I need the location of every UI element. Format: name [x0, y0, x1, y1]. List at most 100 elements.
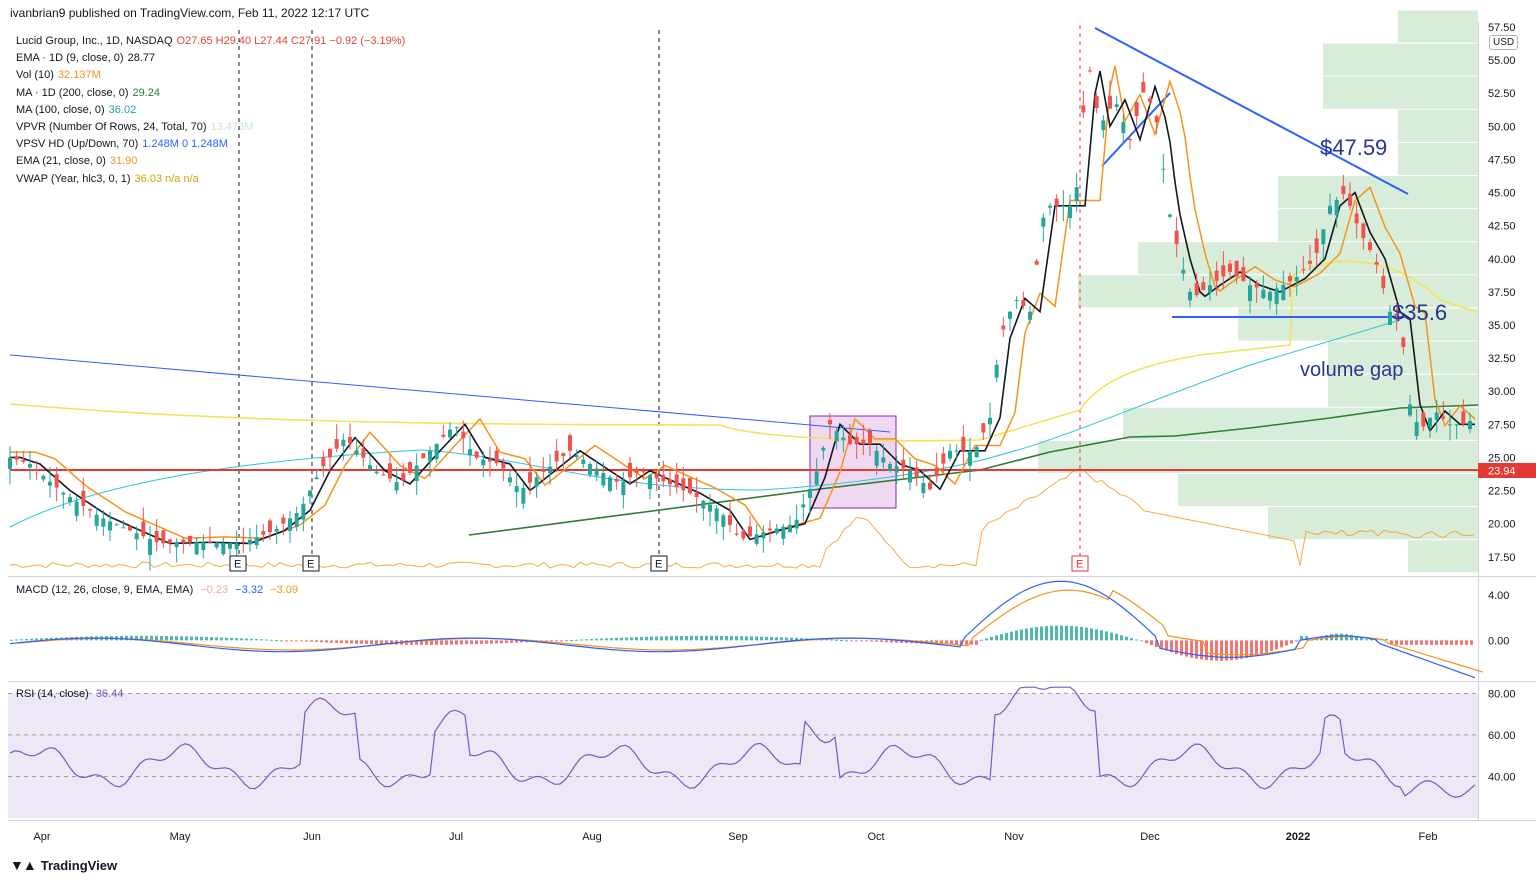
- legend-row-5[interactable]: VPVR (Number Of Rows, 24, Total, 70) 13.4…: [16, 121, 254, 134]
- tradingview-logo[interactable]: ▼▲ TradingView: [10, 857, 117, 873]
- candle-body: [648, 475, 652, 490]
- candle-body: [568, 435, 572, 451]
- candle-body: [241, 541, 246, 543]
- macd-histogram-bar: [260, 639, 263, 641]
- candle-body: [928, 482, 932, 490]
- candle-body: [321, 457, 326, 467]
- macd-histogram-bar: [825, 639, 828, 641]
- candle-body: [181, 539, 186, 543]
- volume-line: [9, 469, 1475, 569]
- macd-histogram-bar: [835, 639, 838, 641]
- candle-body: [68, 497, 72, 503]
- rsi-legend[interactable]: RSI (14, close) 36.44: [16, 688, 124, 700]
- macd-histogram-bar: [955, 640, 958, 645]
- macd-histogram-bar: [345, 640, 348, 644]
- price-tick-label: 52.50: [1488, 88, 1516, 100]
- time-tick-label: Dec: [1140, 831, 1160, 843]
- candle-body: [581, 459, 586, 465]
- time-tick-label: Nov: [1004, 831, 1024, 843]
- macd-histogram-bar: [495, 640, 498, 644]
- candle-body: [1028, 311, 1032, 320]
- macd-histogram-bar: [730, 635, 733, 641]
- candle-body: [28, 464, 32, 468]
- macd-histogram-bar: [1255, 640, 1258, 656]
- macd-histogram-bar: [335, 640, 338, 643]
- macd-legend[interactable]: MACD (12, 26, close, 9, EMA, EMA) −0.23 …: [16, 584, 298, 596]
- macd-histogram-bar: [1265, 640, 1268, 653]
- macd-histogram-bar: [1085, 627, 1088, 641]
- macd-histogram-bar: [325, 640, 328, 643]
- macd-histogram-bar: [1430, 640, 1433, 645]
- macd-histogram-bar: [940, 640, 943, 645]
- macd-histogram-bar: [340, 640, 343, 644]
- candle-body: [614, 478, 619, 482]
- price-tick-label: 47.50: [1488, 154, 1516, 166]
- macd-histogram-bar: [245, 638, 248, 641]
- macd-histogram-bar: [275, 640, 278, 642]
- currency-badge[interactable]: USD: [1489, 35, 1519, 50]
- macd-histogram-bar: [1190, 640, 1193, 658]
- candle-body: [894, 466, 899, 473]
- candle-body: [1128, 139, 1132, 141]
- legend-row-6[interactable]: VPSV HD (Up/Down, 70) 1.248M 0 1.248M: [16, 138, 228, 151]
- candle-body: [1368, 242, 1372, 250]
- macd-histogram-bar: [545, 640, 548, 642]
- legend-row-2[interactable]: Vol (10) 32.137M: [16, 69, 101, 82]
- macd-histogram-bar: [1110, 632, 1113, 641]
- macd-histogram-bar: [500, 640, 503, 644]
- candle-body: [1154, 116, 1159, 123]
- macd-histogram-bar: [895, 640, 898, 643]
- macd-histogram-bar: [1055, 625, 1058, 641]
- candle-body: [1201, 282, 1206, 291]
- macd-histogram-bar: [575, 639, 578, 641]
- macd-histogram-bar: [595, 638, 598, 641]
- macd-histogram-bar: [1105, 631, 1108, 641]
- macd-histogram-bar: [800, 638, 803, 641]
- macd-histogram-bar: [1180, 640, 1183, 656]
- macd-histogram-bar: [1135, 639, 1138, 641]
- candle-body: [1394, 313, 1399, 317]
- legend-row-3[interactable]: MA · 1D (200, close, 0) 29.24: [16, 86, 161, 99]
- candle-body: [1074, 187, 1079, 202]
- macd-histogram-bar: [445, 640, 448, 645]
- macd-histogram-bar: [1280, 640, 1283, 648]
- candle-body: [168, 539, 172, 544]
- candle-body: [921, 483, 926, 494]
- macd-histogram-bar: [315, 640, 318, 643]
- candle-body: [1288, 275, 1292, 282]
- candle-body: [1121, 121, 1126, 134]
- macd-histogram-bar: [450, 640, 453, 645]
- candle-body: [108, 521, 112, 531]
- candle-body: [1421, 412, 1426, 427]
- macd-histogram-bar: [1090, 628, 1093, 641]
- candle-body: [1021, 300, 1026, 306]
- macd-histogram-bar: [1360, 637, 1363, 641]
- macd-histogram-bar: [650, 636, 653, 641]
- macd-histogram-bar: [1070, 626, 1073, 641]
- macd-histogram-bar: [490, 640, 493, 644]
- legend-row-8[interactable]: VWAP (Year, hlc3, 0, 1) 36.03 n/a n/a: [16, 172, 199, 185]
- macd-histogram-bar: [310, 640, 313, 642]
- candle-body: [294, 513, 299, 527]
- macd-histogram-bar: [570, 640, 573, 642]
- candle-body: [694, 492, 699, 498]
- legend-row-1[interactable]: EMA · 1D (9, close, 0) 28.77: [16, 52, 156, 65]
- brand-name: TradingView: [40, 857, 118, 873]
- candle-body: [1168, 214, 1172, 217]
- macd-histogram-bar: [320, 640, 323, 643]
- price-tick-label: 17.50: [1488, 552, 1516, 564]
- macd-histogram-bar: [980, 639, 983, 641]
- legend-row-0[interactable]: Lucid Group, Inc., 1D, NASDAQ O27.65 H29.…: [16, 35, 406, 47]
- price-tick-label: 25.00: [1488, 452, 1516, 464]
- macd-histogram-bar: [1425, 640, 1428, 645]
- candle-body: [1441, 416, 1446, 419]
- macd-histogram-bar: [620, 637, 623, 641]
- candle-body: [194, 542, 199, 555]
- candle-body: [268, 520, 272, 533]
- candle-body: [801, 504, 806, 508]
- candle-body: [674, 474, 679, 488]
- legend-row-7[interactable]: EMA (21, close, 0) 31.90: [16, 155, 138, 168]
- candle-body: [248, 539, 252, 545]
- legend-row-4[interactable]: MA (100, close, 0) 36.02: [16, 103, 137, 116]
